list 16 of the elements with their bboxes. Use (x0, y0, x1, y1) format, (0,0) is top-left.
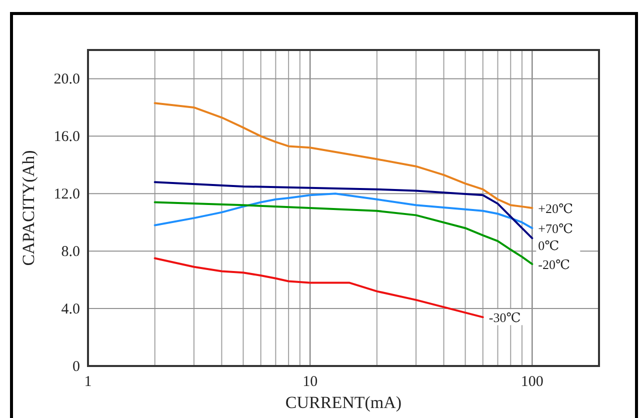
y-tick-label: 16.0 (54, 129, 80, 146)
x-tick-label: 100 (520, 374, 544, 390)
series-label: +70℃ (538, 221, 574, 236)
series-label: 0℃ (538, 238, 560, 254)
y-tick-label: 0 (72, 359, 80, 375)
x-tick-label: 1 (84, 374, 92, 390)
x-tick-label: 10 (302, 374, 318, 390)
y-tick-label: 8.0 (61, 244, 80, 260)
y-tick-label: 12.0 (54, 186, 80, 203)
y-tick-label: 4.0 (61, 302, 80, 318)
series-label: -20℃ (538, 257, 570, 272)
y-axis-title: CAPACITY(Ah) (19, 150, 38, 266)
x-axis-title: CURRENT(mA) (285, 393, 402, 412)
series-label: +20℃ (538, 201, 574, 216)
series-label: -30℃ (488, 310, 521, 326)
y-tick-label: 20.0 (54, 72, 80, 88)
